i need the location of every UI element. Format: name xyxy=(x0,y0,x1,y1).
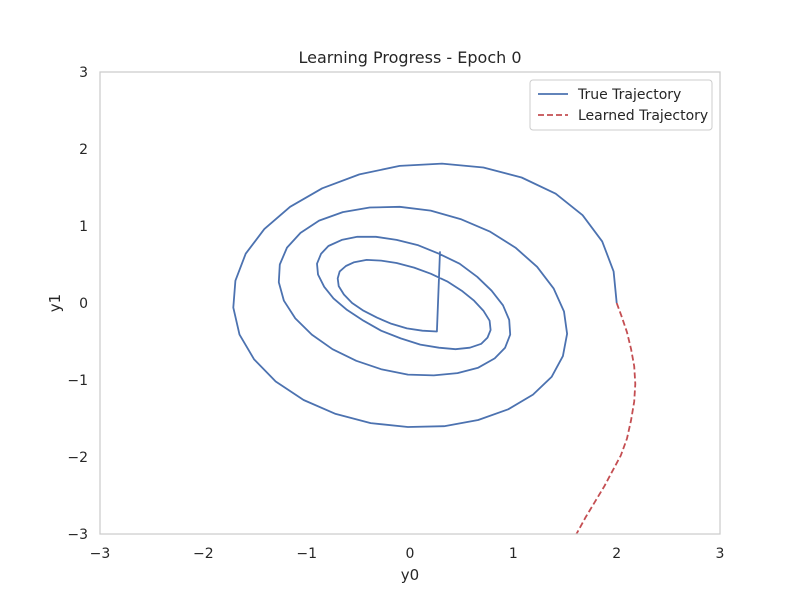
y-tick-label: −3 xyxy=(67,527,88,543)
x-axis-label: y0 xyxy=(401,566,419,584)
x-tick-label: 2 xyxy=(612,546,621,562)
x-tick-label: −1 xyxy=(296,546,317,562)
x-tick-label: −2 xyxy=(193,546,214,562)
y-tick-label: 0 xyxy=(79,296,88,312)
y-tick-label: 2 xyxy=(79,142,88,158)
x-ticks: −3 −2 −1 0 1 2 3 xyxy=(90,546,725,562)
axes-frame xyxy=(99,71,721,535)
y-ticks: −3 −2 −1 0 1 2 3 xyxy=(67,65,88,543)
x-tick-label: −3 xyxy=(90,546,111,562)
series-line-learned-trajectory xyxy=(575,302,637,534)
legend: True Trajectory Learned Trajectory xyxy=(529,79,713,131)
legend-label-true-trajectory: True Trajectory xyxy=(577,87,681,103)
y-tick-label: 1 xyxy=(79,219,88,235)
x-tick-label: 3 xyxy=(716,546,725,562)
plot-area xyxy=(232,162,637,534)
x-tick-label: 0 xyxy=(406,546,415,562)
legend-box xyxy=(529,79,713,131)
legend-label-learned-trajectory: Learned Trajectory xyxy=(578,108,708,124)
series-line-true-trajectory xyxy=(232,162,618,428)
y-tick-label: −2 xyxy=(67,450,88,466)
chart-title: Learning Progress - Epoch 0 xyxy=(298,48,521,67)
y-tick-label: 3 xyxy=(79,65,88,81)
x-tick-label: 1 xyxy=(509,546,518,562)
y-axis-label: y1 xyxy=(46,294,64,312)
y-tick-label: −1 xyxy=(67,373,88,389)
